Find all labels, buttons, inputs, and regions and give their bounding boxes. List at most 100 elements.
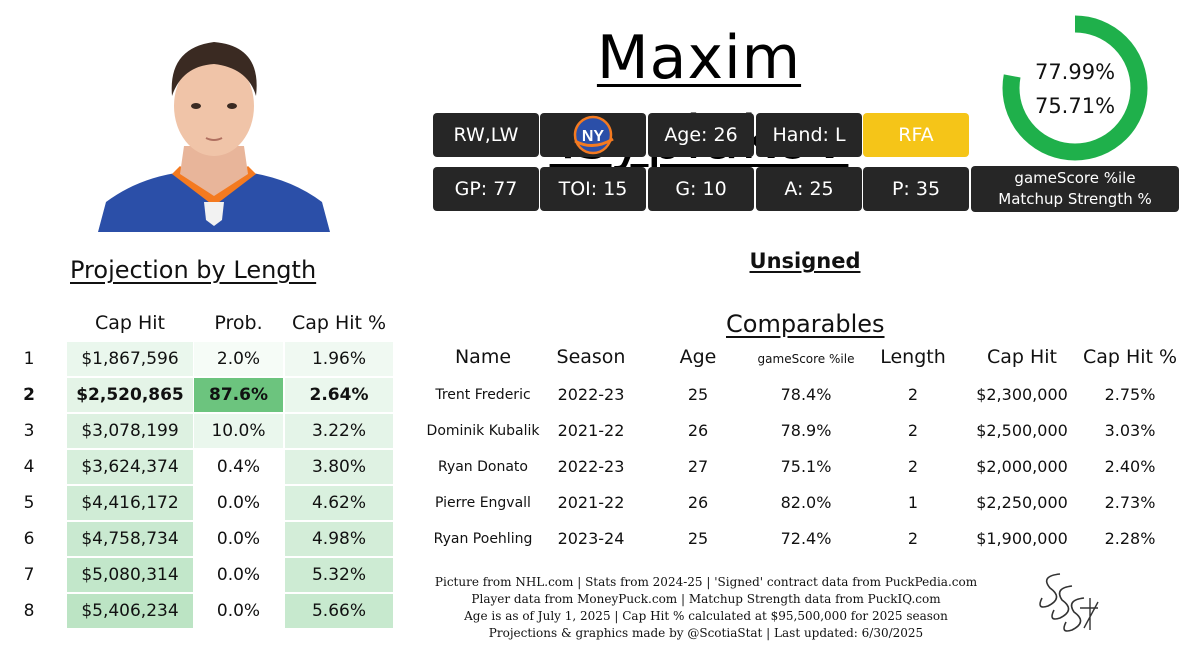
age-chip: Age: 26 <box>648 113 754 157</box>
footer-line: Picture from NHL.com | Stats from 2024-2… <box>434 575 978 589</box>
comp-age: 26 <box>687 493 709 512</box>
comp-gamescore: 78.4% <box>780 385 832 404</box>
ring-label-gamescore: gameScore %ile <box>1014 169 1136 187</box>
comp-season: 2021-22 <box>557 493 625 512</box>
comp-cap-pct: 2.75% <box>1104 385 1156 404</box>
proj-header-prob: Prob. <box>214 312 263 334</box>
proj-cap-hit: $3,624,374 <box>67 450 193 484</box>
comp-season: 2023-24 <box>557 529 625 548</box>
projection-title: Projection by Length <box>70 256 317 284</box>
hand-chip: Hand: L <box>756 113 862 157</box>
proj-probability: 0.0% <box>194 594 283 628</box>
projection-row: 8 $5,406,234 0.0% 5.66% <box>0 594 400 628</box>
proj-cap-pct: 4.62% <box>285 486 393 520</box>
ring-legend: gameScore %ile Matchup Strength % <box>971 166 1179 212</box>
comp-cap-hit: $2,500,000 <box>976 421 1068 440</box>
proj-length: 1 <box>23 349 35 369</box>
comp-cap-hit: $2,000,000 <box>976 457 1068 476</box>
comparable-row: Trent Frederic 2022-23 25 78.4% 2 $2,300,000 2… <box>0 377 1200 413</box>
proj-header-pct: Cap Hit % <box>291 312 387 334</box>
comp-name: Pierre Engvall <box>435 495 531 511</box>
footer-credits: Picture from NHL.com | Stats from 2024-2… <box>400 574 1012 642</box>
comp-cap-pct: 2.40% <box>1104 457 1156 476</box>
gamescore-ring-arc <box>1002 15 1148 161</box>
comp-gamescore: 75.1% <box>780 457 832 476</box>
proj-cap-hit: $2,520,865 <box>67 378 193 412</box>
proj-cap-hit: $1,867,596 <box>67 342 193 376</box>
comp-header-pct: Cap Hit % <box>1082 346 1178 368</box>
position-chip: RW,LW <box>433 113 539 157</box>
comp-season: 2022-23 <box>557 385 625 404</box>
team-logo-chip: NY <box>540 113 646 157</box>
footer-line: Age is as of July 1, 2025 | Cap Hit % ca… <box>464 609 948 623</box>
comparable-row: Ryan Donato 2022-23 27 75.1% 2 $2,000,000 2.40… <box>0 449 1200 485</box>
comp-cap-hit: $1,900,000 <box>976 529 1068 548</box>
proj-probability: 0.0% <box>194 486 283 520</box>
projection-row: 5 $4,416,172 0.0% 4.62% <box>0 486 400 520</box>
projection-row: 1 $1,867,596 2.0% 1.96% <box>0 342 400 376</box>
comp-length: 2 <box>907 457 919 476</box>
comp-header-name: Name <box>454 346 512 368</box>
gp-chip: GP: 77 <box>433 167 539 211</box>
svg-text:NY: NY <box>582 128 605 145</box>
comp-name: Ryan Donato <box>437 459 528 475</box>
comp-name: Trent Frederic <box>435 387 531 403</box>
comp-length: 1 <box>907 493 919 512</box>
comp-age: 25 <box>687 385 709 404</box>
proj-cap-hit: $4,758,734 <box>67 522 193 556</box>
proj-length: 4 <box>23 457 35 477</box>
comp-age: 25 <box>687 529 709 548</box>
ring-label-matchup: Matchup Strength % <box>998 190 1152 208</box>
comp-length: 2 <box>907 421 919 440</box>
proj-length: 5 <box>23 493 35 513</box>
comp-cap-hit: $2,250,000 <box>976 493 1068 512</box>
gamescore-value: 77.99% <box>1034 60 1116 84</box>
rfa-chip: RFA <box>863 113 969 157</box>
projection-row: 3 $3,078,199 10.0% 3.22% <box>0 414 400 448</box>
projection-row: 7 $5,080,314 0.0% 5.32% <box>0 558 400 592</box>
comp-header-age: Age <box>679 346 717 368</box>
proj-cap-pct: 3.22% <box>285 414 393 448</box>
gamescore-ring: 77.99% 75.71% <box>1001 14 1149 162</box>
proj-header-cap: Cap Hit <box>94 312 166 334</box>
proj-cap-pct: 5.66% <box>285 594 393 628</box>
contract-status: Unsigned <box>749 249 861 273</box>
comparable-row: Ryan Poehling 2023-24 25 72.4% 2 $1,900,000 2.… <box>0 521 1200 557</box>
proj-probability: 10.0% <box>194 414 283 448</box>
comp-header-season: Season <box>556 346 626 368</box>
comp-season: 2022-23 <box>557 457 625 476</box>
signature-logo <box>1030 568 1106 638</box>
comparable-row: Pierre Engvall 2021-22 26 82.0% 1 $2,250,000 2… <box>0 485 1200 521</box>
proj-length: 3 <box>23 421 35 441</box>
comp-gamescore: 78.9% <box>780 421 832 440</box>
proj-cap-pct: 3.80% <box>285 450 393 484</box>
proj-cap-hit: $5,080,314 <box>67 558 193 592</box>
comp-header-cap: Cap Hit <box>986 346 1058 368</box>
comp-cap-pct: 2.28% <box>1104 529 1156 548</box>
proj-cap-hit: $4,416,172 <box>67 486 193 520</box>
footer-line: Projections & graphics made by @ScotiaSt… <box>488 626 924 640</box>
comp-age: 27 <box>687 457 709 476</box>
proj-probability: 0.4% <box>194 450 283 484</box>
proj-cap-pct: 4.98% <box>285 522 393 556</box>
toi-chip: TOI: 15 <box>540 167 646 211</box>
comp-header-length: Length <box>880 346 946 368</box>
comp-length: 2 <box>907 529 919 548</box>
comparable-row: Dominik Kubalik 2021-22 26 78.9% 2 $2,500,000… <box>0 413 1200 449</box>
comp-name: Ryan Poehling <box>433 531 533 547</box>
proj-length: 8 <box>23 601 35 621</box>
proj-cap-pct: 1.96% <box>285 342 393 376</box>
comp-cap-hit: $2,300,000 <box>976 385 1068 404</box>
projection-row: 2 $2,520,865 87.6% 2.64% <box>0 378 400 412</box>
comp-name: Dominik Kubalik <box>426 423 540 439</box>
proj-length: 2 <box>23 385 35 405</box>
proj-cap-hit: $5,406,234 <box>67 594 193 628</box>
comp-length: 2 <box>907 385 919 404</box>
projection-row: 6 $4,758,734 0.0% 4.98% <box>0 522 400 556</box>
comp-age: 26 <box>687 421 709 440</box>
comp-gamescore: 82.0% <box>780 493 832 512</box>
comparables-title: Comparables <box>726 310 885 338</box>
goals-chip: G: 10 <box>648 167 754 211</box>
proj-probability: 0.0% <box>194 558 283 592</box>
proj-probability: 87.6% <box>194 378 283 412</box>
